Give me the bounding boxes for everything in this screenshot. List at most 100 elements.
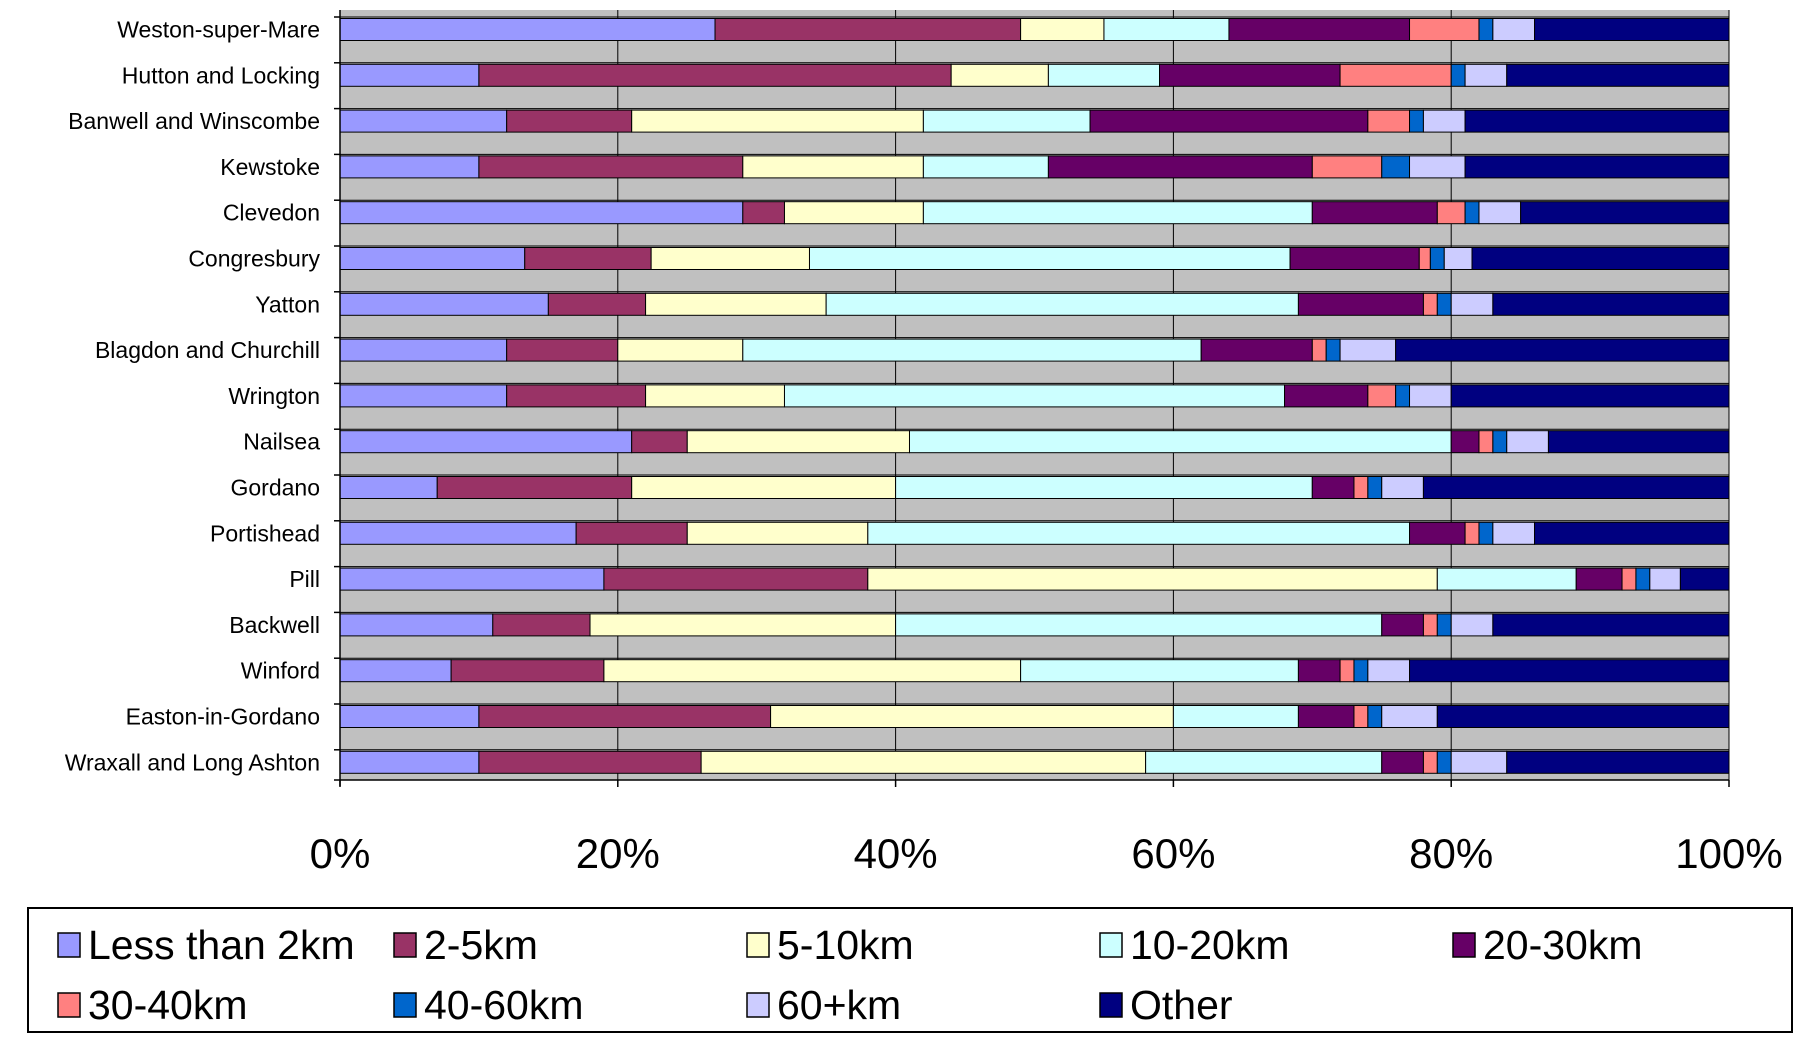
category-label: Backwell: [229, 612, 320, 638]
bar-segment: [1450, 292, 1494, 316]
bar-segment: [1422, 750, 1438, 774]
bar-segment: [339, 155, 480, 179]
bar-segment: [1367, 384, 1397, 408]
bar-segment: [339, 201, 744, 225]
bar-segment: [603, 659, 1022, 683]
bar-segment: [1679, 567, 1730, 591]
bar-segment: [645, 384, 785, 408]
bar-segment: [1464, 63, 1508, 87]
bar-segment: [478, 155, 744, 179]
bar-segment: [589, 613, 897, 637]
bar-segment: [1367, 109, 1411, 133]
bar-segment: [339, 109, 508, 133]
bar-segment: [436, 476, 633, 499]
bar-segment: [506, 338, 619, 362]
bar-segment: [575, 521, 688, 545]
bar-segment: [1450, 750, 1508, 774]
bar-segment: [742, 201, 785, 225]
bar-segment: [1478, 201, 1522, 225]
bar-segment: [1520, 201, 1730, 225]
bar-segment: [1047, 63, 1161, 87]
category-labels: Weston-super-Mare Hutton and Locking Banwe…: [65, 17, 321, 776]
bar-segment: [950, 63, 1049, 87]
bar-segment: [339, 567, 605, 591]
x-tick-label: 60%: [1131, 830, 1215, 877]
bar-segment: [1353, 659, 1369, 683]
bar-segment: [631, 476, 897, 499]
legend-swatch: [746, 992, 770, 1018]
bar-segment: [492, 613, 591, 637]
category-label: Kewstoke: [220, 154, 320, 180]
bar-segment: [867, 521, 1411, 545]
bar-segment: [1478, 430, 1494, 454]
bar-segment: [1471, 247, 1730, 270]
bar-segment: [1409, 109, 1424, 133]
x-tick-label: 80%: [1409, 830, 1493, 877]
bar-segment: [1409, 155, 1466, 179]
category-label: Clevedon: [223, 200, 320, 226]
bar-segment: [1492, 613, 1730, 637]
bar-segment: [742, 338, 1202, 362]
bar-segment: [631, 109, 924, 133]
category-label: Blagdon and Churchill: [95, 337, 320, 363]
bar-segment: [1228, 18, 1411, 41]
bar-segment: [645, 292, 827, 316]
bar-segment: [1464, 201, 1480, 225]
bar-segment: [1450, 63, 1466, 87]
bar-segment: [1429, 247, 1445, 270]
bar-segment: [1436, 750, 1452, 774]
bar-segment: [1621, 567, 1637, 591]
bar-segment: [506, 109, 633, 133]
bar-segment: [1367, 705, 1383, 728]
bar-segment: [1436, 292, 1452, 316]
bar-segment: [1311, 201, 1438, 225]
bar-segment: [506, 384, 647, 408]
category-label: Hutton and Locking: [122, 62, 320, 88]
bar-segment: [908, 430, 1452, 454]
bar-segment: [1089, 109, 1369, 133]
bar-segment: [922, 201, 1313, 225]
bar-segment: [1422, 613, 1438, 637]
bar-segment: [1103, 18, 1230, 41]
bar-segment: [825, 292, 1299, 316]
legend-label: 40-60km: [424, 982, 584, 1028]
bar-segment: [478, 63, 952, 87]
bar-segment: [1450, 613, 1494, 637]
bar-segment: [1284, 384, 1369, 408]
bar-segment: [1492, 521, 1536, 545]
bar-segment: [1353, 705, 1369, 728]
legend-label: 20-30km: [1483, 922, 1643, 968]
bar-segment: [1492, 18, 1536, 41]
bar-segment: [1409, 521, 1466, 545]
bar-segment: [1200, 338, 1313, 362]
bars: [339, 18, 1730, 774]
x-tick-label: 100%: [1675, 830, 1782, 877]
bar-segment: [922, 155, 1049, 179]
legend: Less than 2km 2-5km 5-10km 10-20km 20-30km 30…: [27, 907, 1793, 1033]
bar-segment: [1297, 292, 1424, 316]
category-label: Banwell and Winscombe: [68, 108, 320, 134]
bar-segment: [770, 705, 1174, 728]
bar-segment: [450, 659, 605, 683]
bar-segment: [1436, 567, 1577, 591]
bar-segment: [1506, 63, 1730, 87]
bar-segment: [1478, 521, 1494, 545]
bar-segment: [339, 659, 452, 683]
bar-segment: [339, 521, 577, 545]
bar-segment: [339, 292, 549, 316]
x-tick-label: 0%: [310, 830, 371, 877]
category-label: Weston-super-Mare: [117, 17, 320, 43]
bar-segment: [1464, 521, 1480, 545]
bar-segment: [1297, 659, 1341, 683]
category-label: Wraxall and Long Ashton: [65, 749, 320, 775]
bar-segment: [1381, 155, 1411, 179]
bar-segment: [478, 705, 772, 728]
category-label: Winford: [241, 658, 320, 684]
bar-segment: [1422, 109, 1466, 133]
bar-segment: [524, 247, 652, 270]
bar-segment: [339, 18, 716, 41]
bar-segment: [339, 338, 508, 362]
legend-swatch: [393, 992, 417, 1018]
x-tick-labels: 0% 20% 40% 60% 80% 100%: [310, 830, 1783, 877]
